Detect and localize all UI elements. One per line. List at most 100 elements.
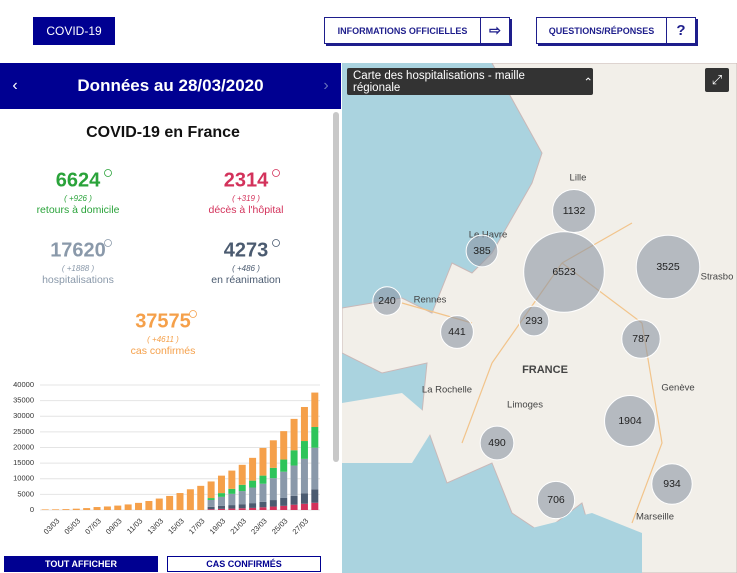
fullscreen-button[interactable]: ⤢ xyxy=(705,68,729,92)
brand-button[interactable]: COVID-19 xyxy=(33,17,115,45)
bar-segment xyxy=(259,501,267,508)
bubble-label: 934 xyxy=(663,478,681,490)
bar-segment xyxy=(311,489,319,503)
info-icon xyxy=(104,169,112,177)
bar-segment xyxy=(249,457,257,481)
bar-segment xyxy=(197,485,205,510)
x-tick-label: 25/03 xyxy=(270,516,290,536)
info-icon xyxy=(272,169,280,177)
place-label: FRANCE xyxy=(522,364,568,376)
bubble-label: 3525 xyxy=(656,261,680,273)
y-tick-label: 15000 xyxy=(13,458,34,467)
region-bubble xyxy=(651,463,693,505)
bar-segment xyxy=(93,507,101,510)
bar-segment xyxy=(207,499,215,507)
bar-segment xyxy=(217,505,225,509)
arrow-icon: ⇨ xyxy=(480,18,509,43)
y-tick-label: 30000 xyxy=(13,411,34,420)
place-label: La Rochelle xyxy=(422,385,472,396)
info-icon xyxy=(272,239,280,247)
bar-segment xyxy=(311,447,319,490)
bar-segment xyxy=(290,495,298,505)
stat-label: décès à l'hôpital xyxy=(209,204,284,216)
map[interactable]: Lille Le Havre Strasbo Rennes FRANCE La Roche… xyxy=(342,63,737,573)
place-label: Strasbo xyxy=(701,272,734,283)
bubble-label: 240 xyxy=(378,295,396,307)
bubble-label: 385 xyxy=(473,245,491,257)
stat-label: cas confirmés xyxy=(131,345,196,357)
date-title: Données au 28/03/2020 xyxy=(77,76,264,95)
bar-segment xyxy=(207,509,215,510)
bar-segment xyxy=(280,459,288,472)
y-tick-label: 20000 xyxy=(13,442,34,451)
map-title: Carte des hospitalisations - maille régi… xyxy=(353,69,525,94)
bar-segment xyxy=(52,509,60,510)
region-bubble xyxy=(465,234,499,268)
next-arrow[interactable]: › xyxy=(323,77,329,94)
y-tick-label: 10000 xyxy=(13,474,34,483)
bar-segment xyxy=(300,493,308,504)
x-tick-label: 05/03 xyxy=(62,516,82,536)
bar-segment xyxy=(311,392,319,428)
bar-segment xyxy=(269,500,277,507)
place-label: Genève xyxy=(661,383,694,394)
stat-value: 37575 xyxy=(135,310,191,332)
prev-arrow[interactable]: ‹ xyxy=(12,77,18,94)
bar-segment xyxy=(259,507,267,510)
bar-segment xyxy=(249,487,257,504)
question-icon: ? xyxy=(666,18,695,43)
bar-segment xyxy=(217,493,225,497)
scrollbar[interactable] xyxy=(333,112,339,462)
bubble-label: 787 xyxy=(632,333,650,345)
region-bubble xyxy=(621,319,661,359)
bar-segment xyxy=(290,465,298,496)
land-south xyxy=(342,393,437,463)
bar-segment xyxy=(238,504,246,509)
info-icon xyxy=(104,239,112,247)
bar-segment xyxy=(290,418,298,451)
bar-segment xyxy=(238,491,246,505)
bar-segment xyxy=(103,506,111,510)
bar-segment xyxy=(259,475,267,484)
bar-segment xyxy=(228,493,236,506)
faq-button[interactable]: QUESTIONS/RÉPONSES? xyxy=(536,17,696,44)
bar-segment xyxy=(269,467,277,479)
confirmed-button[interactable]: CAS CONFIRMÉS xyxy=(167,556,321,572)
stat-value: 4273 xyxy=(224,239,269,261)
place-label: Limoges xyxy=(507,400,543,411)
region-bubble xyxy=(518,305,550,337)
faq-label: QUESTIONS/RÉPONSES xyxy=(548,25,655,36)
bar-segment xyxy=(186,489,194,510)
region-bubble xyxy=(635,234,701,300)
y-tick-label: 5000 xyxy=(17,489,34,498)
bar-segment xyxy=(280,497,288,506)
x-tick-label: 03/03 xyxy=(42,516,62,536)
bar-segment xyxy=(228,470,236,489)
info-label: INFORMATIONS OFFICIELLES xyxy=(337,25,468,36)
bar-segment xyxy=(238,508,246,510)
region-bubble xyxy=(479,425,515,461)
bar-segment xyxy=(238,484,246,492)
bar-segment xyxy=(155,498,163,510)
stat-value: 6624 xyxy=(56,169,101,191)
map-title-box[interactable]: Carte des hospitalisations - maille régi… xyxy=(347,68,593,95)
chevron: ⌃ xyxy=(583,76,593,89)
x-tick-label: 17/03 xyxy=(187,516,207,536)
bar-segment xyxy=(228,508,236,510)
bar-segment xyxy=(280,431,288,460)
stat-delta: ( +926 ) xyxy=(64,194,92,203)
bar-segment xyxy=(300,441,308,459)
info-button[interactable]: INFORMATIONS OFFICIELLES ⇨ xyxy=(324,17,510,44)
x-tick-label: 07/03 xyxy=(83,516,103,536)
show-all-button[interactable]: TOUT AFFICHER xyxy=(4,556,158,572)
bar-segment xyxy=(259,483,267,502)
info-icon xyxy=(189,310,197,318)
bar-segment xyxy=(290,450,298,466)
region-bubble xyxy=(523,231,605,313)
bar-segment xyxy=(62,509,70,510)
bar-segment xyxy=(300,406,308,442)
bubble-label: 1904 xyxy=(618,415,642,427)
bar-segment xyxy=(176,493,184,510)
y-tick-label: 35000 xyxy=(13,396,34,405)
